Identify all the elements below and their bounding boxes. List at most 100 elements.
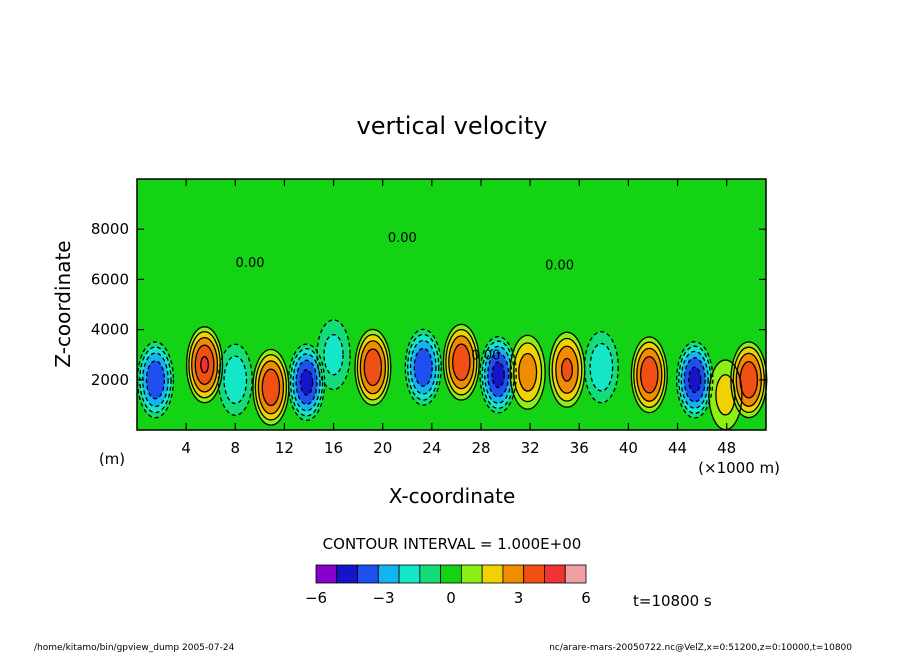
contour-5-2 (323, 333, 344, 376)
contour-0-1 (136, 341, 175, 419)
y-tick-label: 8000 (91, 220, 129, 238)
contour-6-1 (354, 328, 392, 406)
chart-title: vertical velocity (357, 112, 548, 140)
colorbar-swatch (544, 564, 566, 584)
x-axis-unit: (×1000 m) (698, 459, 780, 477)
colorbar-swatch (564, 564, 587, 584)
contour-7-2 (407, 333, 440, 401)
y-axis-ticks: 2000 4000 6000 8000 (91, 220, 766, 389)
contour-4-2 (289, 348, 324, 417)
contour-13-1 (630, 336, 668, 414)
contour-9-1 (479, 336, 517, 414)
x-tick-label: 44 (668, 439, 687, 457)
contour-14-4 (683, 357, 706, 403)
contour-3-3 (257, 360, 285, 415)
contour-4-3 (292, 353, 321, 412)
colorbar-tick-label: 0 (446, 589, 456, 607)
cell-4-level-5 (300, 369, 313, 396)
colorbar-swatch (419, 564, 442, 584)
contour-7-3 (409, 339, 437, 395)
contour-6-4 (363, 348, 383, 387)
colorbar-swatch (377, 564, 400, 584)
colorbar-swatch (336, 564, 358, 584)
y-axis-unit: (m) (99, 450, 125, 468)
colorbar-swatch (315, 564, 338, 584)
x-axis-label: X-coordinate (389, 484, 516, 508)
contour-8-3 (448, 335, 475, 390)
y-tick-label: 2000 (91, 371, 129, 389)
contour-13-4 (640, 355, 659, 394)
cell-15-level-2 (715, 374, 735, 415)
cell-16-level-4 (740, 361, 758, 398)
colorbar-tick-label: 6 (581, 589, 591, 607)
contour-4-5 (299, 368, 314, 396)
contour-11-1 (548, 331, 586, 408)
contour-9-3 (484, 345, 513, 404)
x-tick-label: 8 (231, 439, 241, 457)
contour-13-2 (633, 341, 666, 409)
contour-12-1 (583, 331, 619, 404)
cell-11-level-4 (561, 358, 573, 382)
cell-10-level-3 (518, 353, 537, 392)
colorbar-swatch (440, 564, 462, 584)
contour-label: 0.00 (471, 349, 500, 364)
contour-label: 0.00 (388, 231, 417, 246)
contour-4-4 (295, 359, 318, 405)
contour-interval-label: CONTOUR INTERVAL = 1.000E+00 (323, 535, 582, 553)
x-axis-ticks: 4 8 12 16 20 24 28 32 36 40 44 48 (181, 179, 736, 457)
x-tick-label: 40 (619, 439, 638, 457)
contour-10-2 (513, 342, 543, 403)
x-tick-label: 12 (275, 439, 294, 457)
x-tick-label: 36 (570, 439, 589, 457)
x-tick-label: 20 (373, 439, 392, 457)
cell-12-level-2 (590, 343, 613, 391)
colorbar-swatch (481, 564, 504, 584)
contour-label: 0.00 (545, 258, 574, 273)
colorbar-swatch (460, 564, 483, 584)
contour-9-5 (491, 361, 505, 389)
contour-11-3 (555, 345, 579, 394)
contour-labels: 0.00 0.00 0.00 0.00 (236, 231, 575, 364)
contour-2-1 (217, 343, 253, 416)
colorbar (315, 564, 587, 584)
x-tick-label: 16 (324, 439, 343, 457)
contour-6-2 (356, 333, 389, 401)
time-label: t=10800 s (633, 592, 712, 610)
cell-9-level-5 (492, 362, 505, 388)
contour-2-2 (223, 355, 248, 405)
contour-1-1 (185, 326, 224, 404)
cell-13-level-4 (640, 356, 658, 393)
colorbar-tick-label: −3 (372, 589, 394, 607)
footer-left: /home/kitamo/bin/gpview_dump 2005-07-24 (34, 643, 235, 653)
contour-12-2 (589, 342, 614, 392)
cell-8-level-4 (452, 344, 470, 381)
colorbar-tick-labels: −6 −3 0 3 6 (305, 589, 591, 607)
y-tick-label: 4000 (91, 321, 129, 339)
cell-7-level-4 (414, 348, 433, 387)
contour-10-3 (518, 352, 538, 392)
colorbar-swatch (357, 564, 379, 584)
cell-5-level-2 (324, 334, 344, 375)
cell-14-level-5 (688, 367, 701, 393)
contour-8-2 (445, 328, 478, 396)
x-tick-label: 48 (717, 439, 736, 457)
contour-5-1 (316, 319, 351, 391)
contour-3-2 (254, 354, 288, 421)
cell-2-level-2 (224, 356, 247, 404)
contour-8-1 (442, 323, 480, 401)
cell-6-level-4 (364, 349, 382, 386)
contour-1-3 (191, 336, 219, 393)
colorbar-swatch (523, 564, 545, 584)
contour-11-4 (560, 357, 573, 382)
footer-right: nc/arare-mars-20050722.nc@VelZ,x=0:51200… (549, 643, 852, 653)
x-tick-label: 24 (422, 439, 441, 457)
cell-0-level-4 (146, 360, 165, 399)
cell-1-level-5 (200, 356, 209, 373)
colorbar-swatch (502, 564, 525, 584)
cell-3-level-4 (262, 369, 280, 406)
contour-0-4 (145, 360, 166, 400)
contour-8-4 (452, 343, 471, 382)
contour-7-4 (413, 347, 433, 387)
contour-9-4 (487, 352, 510, 398)
